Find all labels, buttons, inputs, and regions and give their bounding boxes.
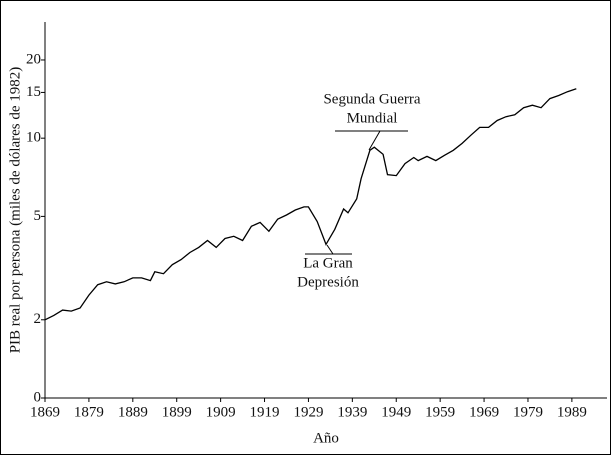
annotation-connector <box>368 130 381 151</box>
annotation: Depresión <box>297 274 359 290</box>
x-axis-label: Año <box>313 430 339 446</box>
annotation: Segunda Guerra <box>323 91 420 107</box>
x-tick-label: 1989 <box>557 404 587 420</box>
x-tick-label: 1939 <box>337 404 367 420</box>
y-axis-label: PIB real por persona (miles de dólares d… <box>7 67 23 354</box>
x-tick-label: 1869 <box>30 404 60 420</box>
y-tick-label: 5 <box>34 208 42 224</box>
x-tick-label: 1879 <box>74 404 104 420</box>
data-line <box>44 88 577 321</box>
x-tick-label: 1899 <box>162 404 192 420</box>
x-tick-label: 1949 <box>381 404 411 420</box>
x-tick-label: 1909 <box>206 404 236 420</box>
x-tick-label: 1889 <box>118 404 148 420</box>
x-tick-label: 1929 <box>293 404 323 420</box>
x-tick-label: 1919 <box>250 404 280 420</box>
annotation: Mundial <box>347 110 398 126</box>
x-tick-label: 1979 <box>513 404 543 420</box>
y-tick-label: 0 <box>34 389 42 405</box>
y-tick-label: 15 <box>26 84 41 100</box>
y-tick-label: 2 <box>34 311 42 327</box>
annotation: La Gran <box>303 255 353 271</box>
annotation-connector <box>326 244 334 255</box>
y-tick-label: 10 <box>26 130 41 146</box>
y-tick-label: 20 <box>26 51 41 67</box>
x-tick-label: 1969 <box>469 404 499 420</box>
x-tick-label: 1959 <box>425 404 455 420</box>
